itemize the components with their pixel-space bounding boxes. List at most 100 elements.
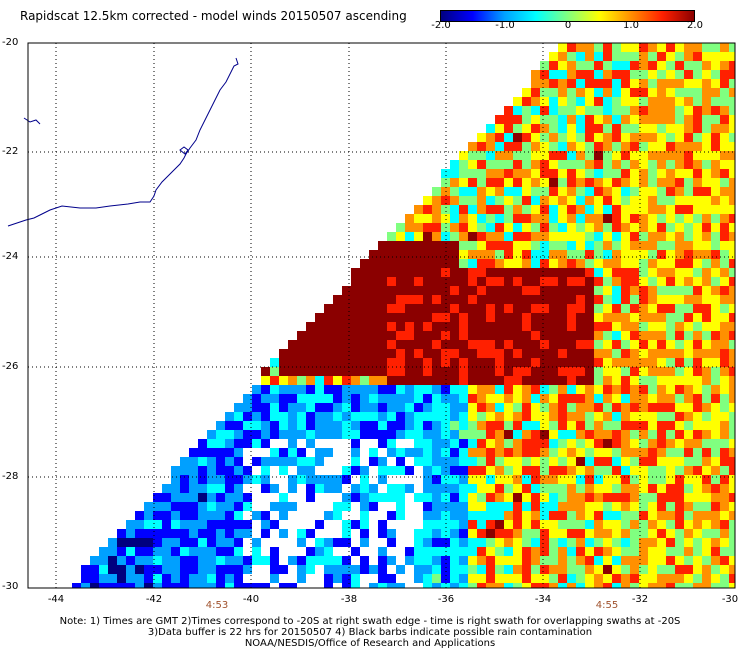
wind-cell bbox=[594, 268, 603, 277]
wind-cell bbox=[423, 340, 432, 349]
wind-cell bbox=[675, 565, 684, 574]
wind-cell bbox=[549, 538, 558, 547]
wind-cell bbox=[531, 457, 540, 466]
wind-cell bbox=[612, 286, 621, 295]
wind-cell bbox=[468, 349, 477, 358]
wind-cell bbox=[657, 151, 666, 160]
wind-cell bbox=[306, 529, 315, 538]
wind-cell bbox=[495, 349, 504, 358]
wind-cell bbox=[459, 196, 468, 205]
wind-cell bbox=[225, 556, 234, 565]
wind-cell bbox=[270, 556, 279, 565]
wind-cell bbox=[342, 556, 351, 565]
wind-cell bbox=[603, 439, 612, 448]
wind-data-layer bbox=[72, 43, 735, 588]
wind-cell bbox=[495, 277, 504, 286]
wind-cell bbox=[720, 70, 729, 79]
wind-cell bbox=[522, 268, 531, 277]
wind-cell bbox=[576, 133, 585, 142]
wind-cell bbox=[261, 376, 270, 385]
wind-cell bbox=[684, 448, 693, 457]
wind-cell bbox=[585, 196, 594, 205]
wind-cell bbox=[702, 448, 711, 457]
wind-cell bbox=[486, 223, 495, 232]
wind-cell bbox=[558, 259, 567, 268]
wind-cell bbox=[279, 349, 288, 358]
wind-cell bbox=[135, 529, 144, 538]
wind-cell bbox=[486, 511, 495, 520]
wind-cell bbox=[198, 511, 207, 520]
wind-cell bbox=[621, 259, 630, 268]
wind-cell bbox=[675, 520, 684, 529]
wind-cell bbox=[117, 556, 126, 565]
wind-cell bbox=[207, 583, 216, 588]
wind-cell bbox=[288, 421, 297, 430]
wind-cell bbox=[288, 448, 297, 457]
wind-cell bbox=[333, 475, 342, 484]
wind-cell bbox=[252, 457, 261, 466]
wind-cell bbox=[693, 412, 702, 421]
wind-cell bbox=[576, 223, 585, 232]
wind-cell bbox=[567, 538, 576, 547]
wind-cell bbox=[459, 457, 468, 466]
wind-cell bbox=[585, 529, 594, 538]
wind-cell bbox=[558, 385, 567, 394]
wind-cell bbox=[729, 403, 735, 412]
wind-cell bbox=[639, 538, 648, 547]
wind-cell bbox=[441, 538, 450, 547]
wind-cell bbox=[315, 376, 324, 385]
wind-cell bbox=[549, 196, 558, 205]
wind-cell bbox=[477, 214, 486, 223]
wind-cell bbox=[585, 313, 594, 322]
wind-cell bbox=[711, 196, 720, 205]
wind-cell bbox=[612, 484, 621, 493]
wind-cell bbox=[351, 484, 360, 493]
wind-cell bbox=[603, 475, 612, 484]
wind-cell bbox=[666, 205, 675, 214]
wind-cell bbox=[531, 250, 540, 259]
wind-cell bbox=[315, 556, 324, 565]
wind-cell bbox=[243, 466, 252, 475]
wind-cell bbox=[711, 313, 720, 322]
wind-cell bbox=[684, 502, 693, 511]
lat-label: -30 bbox=[2, 581, 19, 592]
wind-cell bbox=[621, 61, 630, 70]
wind-cell bbox=[675, 340, 684, 349]
wind-cell bbox=[324, 556, 333, 565]
wind-cell bbox=[639, 133, 648, 142]
wind-cell bbox=[666, 196, 675, 205]
wind-cell bbox=[486, 151, 495, 160]
wind-cell bbox=[342, 340, 351, 349]
wind-cell bbox=[531, 142, 540, 151]
wind-cell bbox=[585, 52, 594, 61]
wind-cell bbox=[423, 259, 432, 268]
wind-cell bbox=[315, 520, 324, 529]
wind-cell bbox=[405, 367, 414, 376]
wind-cell bbox=[648, 412, 657, 421]
wind-cell bbox=[693, 385, 702, 394]
wind-cell bbox=[288, 367, 297, 376]
wind-cell bbox=[567, 475, 576, 484]
wind-cell bbox=[369, 322, 378, 331]
wind-cell bbox=[252, 439, 261, 448]
wind-cell bbox=[621, 286, 630, 295]
wind-cell bbox=[306, 412, 315, 421]
wind-cell bbox=[432, 439, 441, 448]
wind-cell bbox=[693, 466, 702, 475]
wind-cell bbox=[720, 511, 729, 520]
wind-cell bbox=[396, 502, 405, 511]
wind-cell bbox=[567, 493, 576, 502]
wind-cell bbox=[558, 223, 567, 232]
wind-cell bbox=[702, 295, 711, 304]
wind-cell bbox=[621, 376, 630, 385]
wind-cell bbox=[684, 52, 693, 61]
wind-cell bbox=[513, 286, 522, 295]
wind-cell bbox=[531, 439, 540, 448]
wind-cell bbox=[729, 52, 735, 61]
wind-cell bbox=[666, 574, 675, 583]
wind-cell bbox=[153, 574, 162, 583]
wind-cell bbox=[243, 421, 252, 430]
wind-cell bbox=[558, 331, 567, 340]
wind-cell bbox=[603, 367, 612, 376]
wind-cell bbox=[153, 502, 162, 511]
